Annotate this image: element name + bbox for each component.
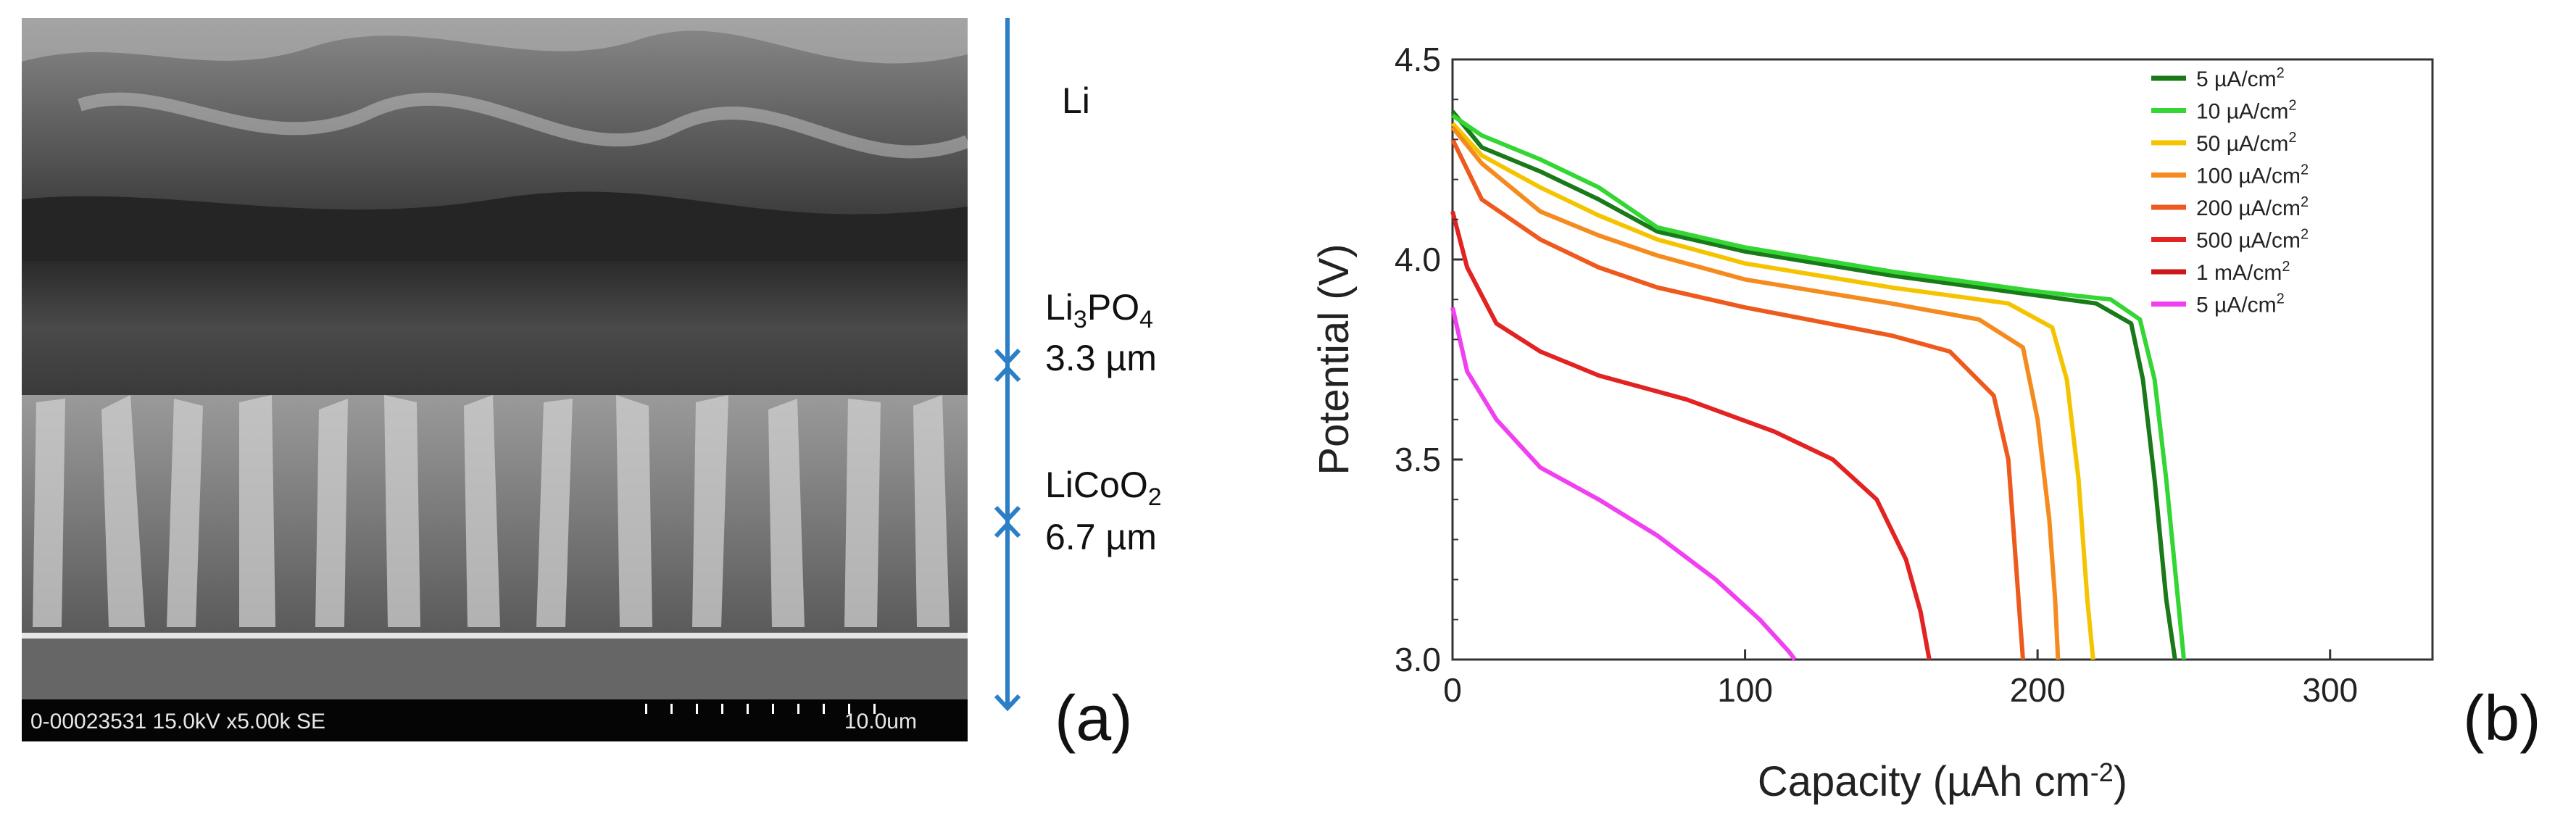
- legend-label-4: 200 µA/cm2: [2196, 194, 2309, 220]
- arrow-down-po: [994, 505, 1021, 523]
- series-line-4: [1450, 138, 2025, 660]
- arrow-up-co: [994, 520, 1021, 539]
- substrate-interface: [22, 633, 968, 639]
- sem-caption: 0-00023531 15.0kV x5.00k SE: [30, 710, 325, 733]
- x-tick-label-2: 200: [2010, 671, 2066, 709]
- y-tick-label-1: 3.5: [1395, 441, 1441, 478]
- panel-label-b: (b): [2463, 682, 2541, 754]
- y-axis-title: Potential (V): [1310, 244, 1358, 475]
- x-axis-title: Capacity (µAh cm-2): [1758, 757, 2127, 805]
- x-tick-label-0: 0: [1443, 671, 1462, 709]
- legend: 5 µA/cm2 10 µA/cm2 50 µA/cm2 100 µA/cm2 200 …: [2151, 65, 2309, 317]
- ticks-layer: 0 100 200 300 3.0 3.5 4.0 4.5: [1395, 41, 2358, 709]
- arrow-down-li: [994, 348, 1021, 366]
- legend-label-5: 500 µA/cm2: [2196, 227, 2309, 253]
- series-line-5: [1450, 211, 1932, 660]
- layer-label-li: Li: [1062, 80, 1090, 121]
- series-line-3: [1450, 125, 2061, 660]
- layer-thickness-licoo2: 6.7 µm: [1045, 517, 1157, 557]
- sem-scale-label: 10.0um: [844, 710, 917, 733]
- arrow-up-po: [994, 365, 1021, 383]
- y-tick-label-3: 4.5: [1395, 41, 1441, 78]
- x-tick-label-3: 300: [2302, 671, 2358, 709]
- sem-image: 0-00023531 15.0kV x5.00k SE 10.0um: [22, 18, 968, 741]
- legend-label-7: 5 µA/cm2: [2196, 291, 2285, 317]
- li3po4-layer: [22, 261, 968, 395]
- series-line-2: [1450, 122, 2095, 660]
- series-line-0: [1450, 109, 2177, 660]
- legend-label-0: 5 µA/cm2: [2196, 65, 2285, 91]
- y-tick-label-0: 3.0: [1395, 641, 1441, 678]
- legend-label-2: 50 µA/cm2: [2196, 130, 2296, 156]
- plot-frame: [1451, 58, 2434, 661]
- series-line-1: [1451, 113, 2186, 660]
- panel-label-a: (a): [1055, 682, 1133, 754]
- series-line-6: [1450, 307, 1797, 661]
- series-layer: [1450, 109, 2186, 661]
- sem-info-bar: 0-00023531 15.0kV x5.00k SE 10.0um: [22, 699, 968, 741]
- layer-label-licoo2: LiCoO2: [1045, 465, 1162, 511]
- legend-label-1: 10 µA/cm2: [2196, 98, 2296, 124]
- legend-label-3: 100 µA/cm2: [2196, 162, 2309, 188]
- layer-label-li3po4: Li3PO4: [1045, 287, 1154, 333]
- sem-texture: [22, 18, 968, 704]
- arrow-down-co: [994, 694, 1021, 712]
- x-tick-label-1: 100: [1717, 671, 1773, 709]
- layer-thickness-li3po4: 3.3 µm: [1045, 338, 1157, 378]
- layer-arrows: [994, 18, 1021, 712]
- legend-label-6: 1 mA/cm2: [2196, 259, 2290, 285]
- y-tick-label-2: 4.0: [1395, 241, 1441, 278]
